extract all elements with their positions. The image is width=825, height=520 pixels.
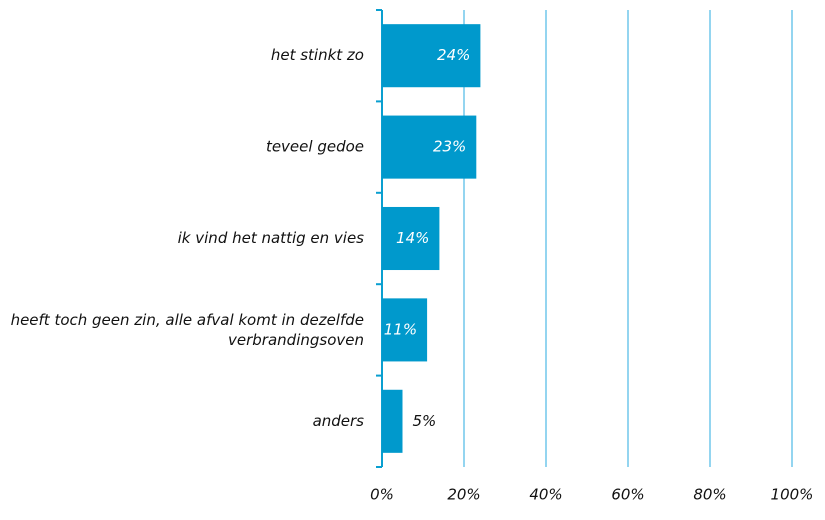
bar bbox=[382, 389, 403, 453]
y-tick-label: het stinkt zo bbox=[271, 46, 364, 64]
y-tick-label: teveel gedoe bbox=[266, 138, 364, 156]
bar bbox=[382, 298, 428, 362]
x-tick-label: 20% bbox=[447, 486, 480, 504]
y-tick-label: anders bbox=[313, 412, 365, 430]
data-label: 23% bbox=[433, 138, 466, 156]
bar bbox=[382, 115, 477, 179]
data-label: 11% bbox=[384, 320, 417, 338]
y-tick-label: heeft toch geen zin, alle afval komt in … bbox=[11, 310, 364, 348]
x-tick-label: 60% bbox=[611, 486, 644, 504]
data-label: 5% bbox=[413, 412, 437, 430]
x-tick-label: 80% bbox=[693, 486, 726, 504]
x-tick-label: 40% bbox=[529, 486, 562, 504]
bar bbox=[382, 24, 481, 88]
data-label: 14% bbox=[396, 229, 429, 247]
x-tick-label: 100% bbox=[771, 486, 814, 504]
data-label: 24% bbox=[437, 46, 470, 64]
bar bbox=[382, 206, 440, 271]
y-tick-label: ik vind het nattig en vies bbox=[178, 229, 365, 247]
x-tick-label: 0% bbox=[370, 486, 394, 504]
